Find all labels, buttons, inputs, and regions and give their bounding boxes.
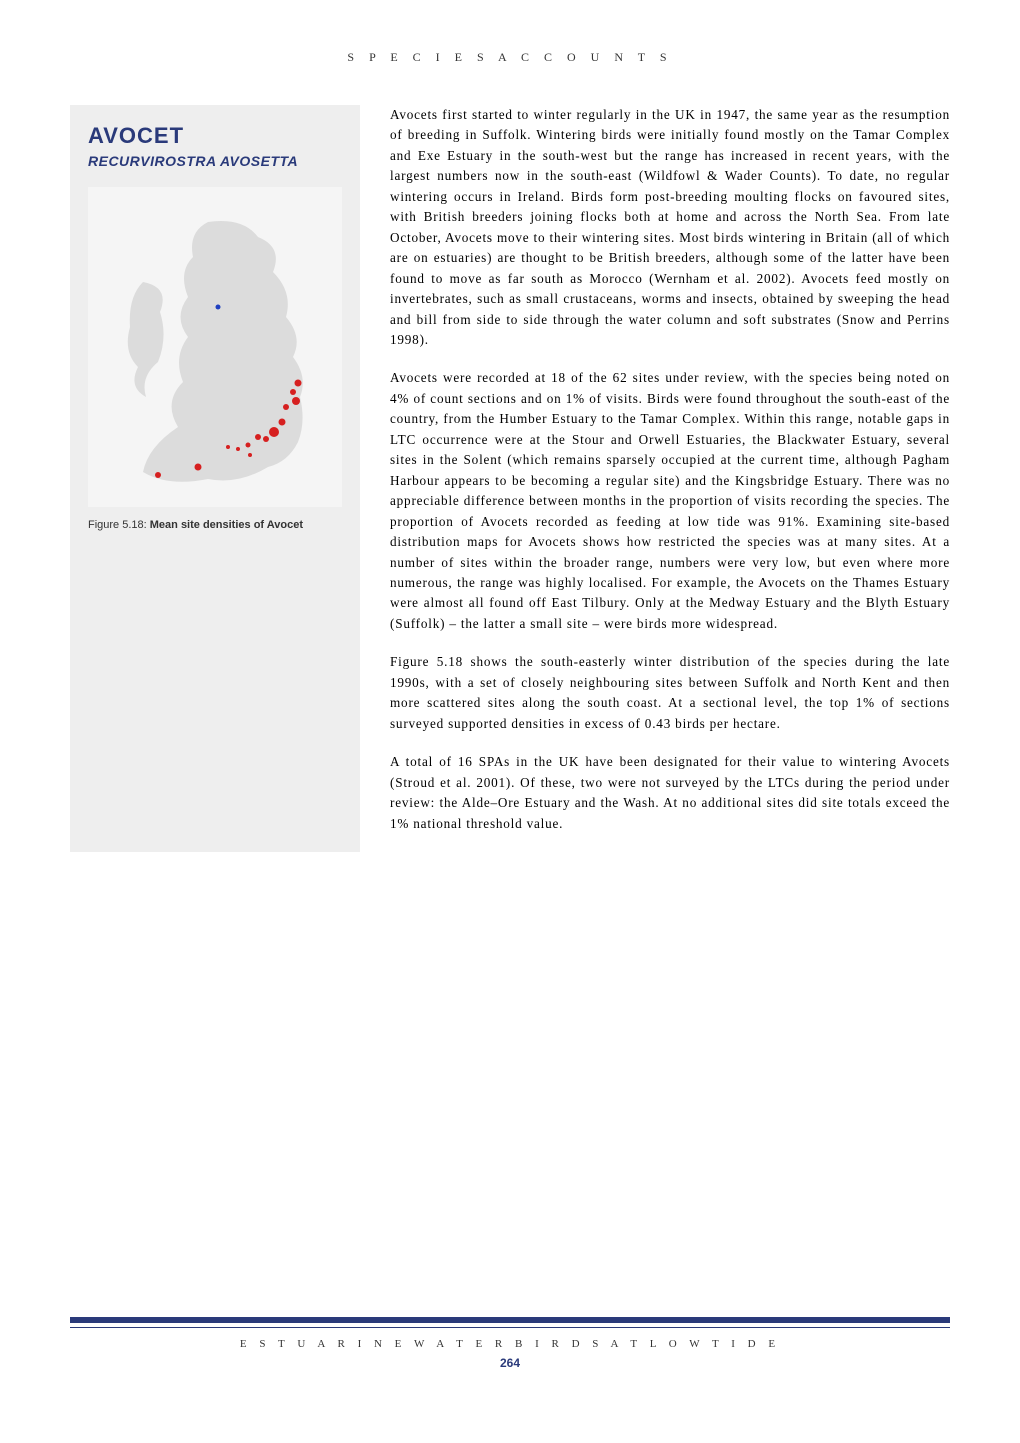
figure-caption: Figure 5.18: Mean site densities of Avoc…: [88, 519, 342, 531]
map-density-dot: [269, 427, 279, 437]
map-density-dot: [292, 397, 300, 405]
footer-rule-thin: [70, 1327, 950, 1328]
distribution-map: [88, 187, 342, 507]
map-density-dot: [226, 445, 230, 449]
map-density-dot: [248, 453, 252, 457]
page-footer: E S T U A R I N E W A T E R B I R D S A …: [0, 1317, 1020, 1380]
body-text: Avocets first started to winter regularl…: [390, 105, 950, 852]
map-density-dot: [155, 472, 161, 478]
body-paragraph: A total of 16 SPAs in the UK have been d…: [390, 752, 950, 834]
map-density-dot: [236, 447, 240, 451]
figure-caption-bold: Mean site densities of Avocet: [150, 519, 303, 531]
map-density-dot: [263, 436, 269, 442]
map-density-dot: [246, 443, 251, 448]
species-sidebar: AVOCET RECURVIROSTRA AVOSETTA Figure 5.1…: [70, 105, 360, 852]
species-latin-name: RECURVIROSTRA AVOSETTA: [88, 153, 342, 169]
footer-title: E S T U A R I N E W A T E R B I R D S A …: [0, 1338, 1020, 1350]
page-header: S P E C I E S A C C O U N T S: [70, 50, 950, 65]
figure-label: Figure 5.18:: [88, 519, 150, 531]
map-density-dot: [279, 419, 286, 426]
body-paragraph: Avocets first started to winter regularl…: [390, 105, 950, 350]
map-density-dot: [195, 464, 202, 471]
body-paragraph: Figure 5.18 shows the south-easterly win…: [390, 652, 950, 734]
map-density-dot: [283, 404, 289, 410]
map-density-dot: [255, 434, 261, 440]
map-density-dot: [295, 380, 302, 387]
species-common-name: AVOCET: [88, 123, 342, 149]
page-number: 264: [0, 1356, 1020, 1370]
footer-rule-thick: [70, 1317, 950, 1323]
map-density-dot: [290, 389, 296, 395]
map-density-dot: [216, 305, 221, 310]
body-paragraph: Avocets were recorded at 18 of the 62 si…: [390, 368, 950, 634]
content-columns: AVOCET RECURVIROSTRA AVOSETTA Figure 5.1…: [70, 105, 950, 852]
